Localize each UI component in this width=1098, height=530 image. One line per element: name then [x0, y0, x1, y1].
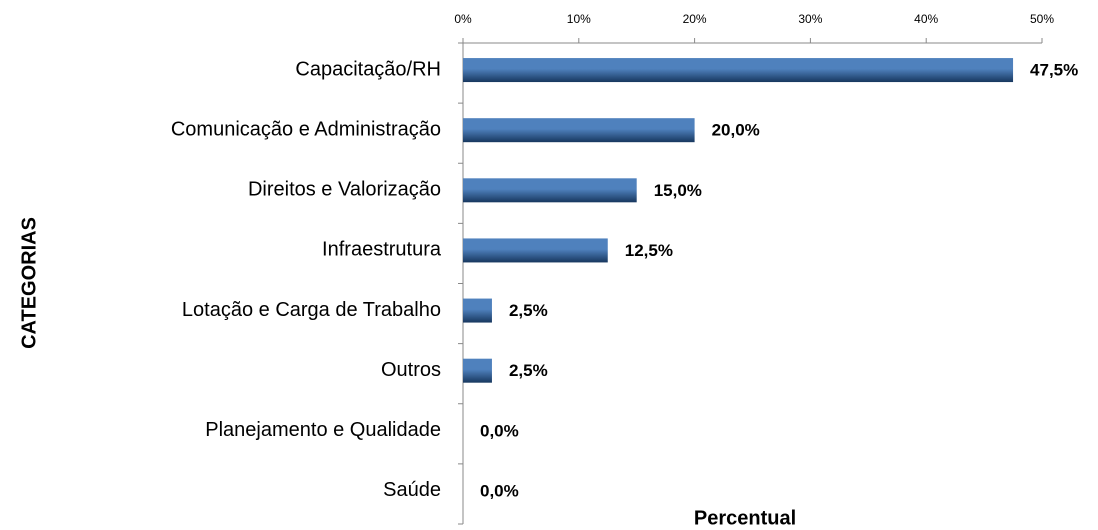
x-tick-label: 30%: [798, 12, 822, 26]
x-tick-label: 10%: [567, 12, 591, 26]
bar: [463, 298, 492, 323]
value-label: 0,0%: [480, 421, 519, 440]
value-label: 20,0%: [712, 121, 760, 140]
y-tick-label: Lotação e Carga de Trabalho: [182, 299, 441, 321]
y-tick-label: Capacitação/RH: [295, 58, 441, 80]
y-tick-label: Outros: [381, 359, 441, 381]
y-tick-label: Planejamento e Qualidade: [205, 419, 441, 441]
value-label: 47,5%: [1030, 61, 1078, 80]
bar: [463, 118, 695, 143]
y-tick-label: Saúde: [383, 479, 441, 501]
value-label: 12,5%: [625, 241, 673, 260]
y-tick-label: Infraestrutura: [322, 239, 442, 261]
bar: [463, 358, 492, 383]
bar: [463, 238, 608, 263]
value-label: 15,0%: [654, 181, 702, 200]
bar: [463, 58, 1014, 83]
x-tick-label: 40%: [914, 12, 938, 26]
bar: [463, 178, 637, 203]
x-axis-title: Percentual: [694, 507, 796, 529]
x-tick-label: 20%: [683, 12, 707, 26]
value-label: 2,5%: [509, 301, 548, 320]
value-label: 2,5%: [509, 361, 548, 380]
x-tick-label: 0%: [454, 12, 472, 26]
value-label: 0,0%: [480, 481, 519, 500]
y-axis-title: CATEGORIAS: [18, 217, 40, 349]
x-tick-label: 50%: [1030, 12, 1054, 26]
y-tick-label: Direitos e Valorização: [248, 179, 441, 201]
y-tick-label: Comunicação e Administração: [171, 118, 441, 140]
